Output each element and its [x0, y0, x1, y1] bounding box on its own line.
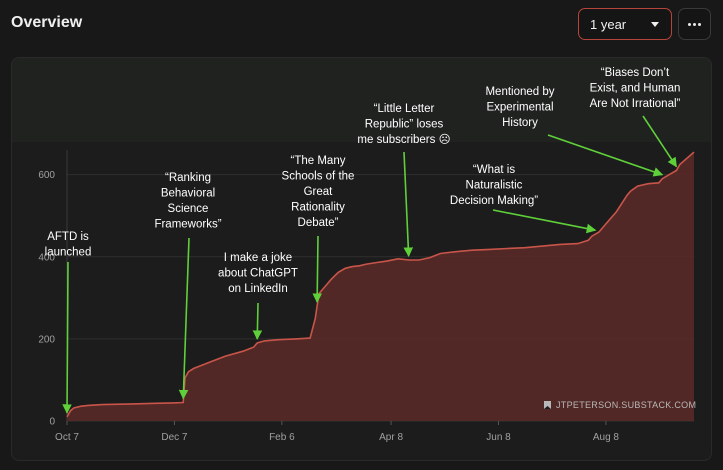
x-tick-label: Feb 6 [269, 432, 295, 443]
chart-card-header [12, 58, 711, 142]
annotation-arrow [252, 302, 263, 340]
annotation-arrow [403, 151, 414, 258]
annotation-arrow [312, 235, 323, 303]
annotation-arrow [178, 237, 190, 400]
more-dot [688, 22, 691, 26]
more-dot [693, 22, 696, 26]
subscriber-area [67, 152, 694, 421]
chevron-down-icon [651, 21, 659, 27]
x-tick-label: Jun 8 [486, 432, 511, 443]
annotation-arrow [547, 134, 664, 177]
page-title: Overview [11, 14, 83, 31]
annotation-chatgpt-joke: I make a joke about ChatGPT on LinkedIn [218, 252, 298, 295]
annotation-text: Mentioned by Experimental History [485, 86, 554, 129]
annotation-little-letter: “Little Letter Republic” loses me subscrib… [357, 103, 450, 146]
y-tick-label: 0 [49, 417, 55, 428]
annotation-text: “Ranking Behavioral Science Frameworks” [154, 172, 221, 231]
time-range-value: 1 year [590, 16, 627, 32]
annotation-text: “Biases Don’t Exist, and Human Are Not Irr… [590, 67, 681, 110]
more-options-button[interactable] [678, 8, 711, 40]
x-tick-label: Oct 7 [55, 432, 79, 443]
annotation-many-schools: “The Many Schools of the Great Rationality D… [282, 155, 355, 229]
watermark: JTPETERSON.SUBSTACK.COM [544, 400, 696, 410]
time-range-select[interactable]: 1 year [578, 8, 672, 40]
y-tick-label: 400 [38, 252, 55, 263]
bookmark-icon [544, 401, 551, 409]
x-tick-label: Aug 8 [593, 432, 620, 443]
annotation-text: “What is Naturalistic Decision Making” [450, 164, 538, 207]
y-tick-label: 600 [38, 170, 55, 181]
annotation-text: I make a joke about ChatGPT on LinkedIn [218, 252, 298, 295]
annotation-experimental-history: Mentioned by Experimental History [485, 86, 554, 129]
annotation-ranking-behavioral: “Ranking Behavioral Science Frameworks” [154, 172, 221, 231]
annotation-aftd-launched: AFTD is launched [45, 231, 92, 259]
annotation-arrow [642, 115, 678, 168]
x-tick-label: Apr 8 [379, 432, 403, 443]
annotation-naturalistic: “What is Naturalistic Decision Making” [450, 164, 538, 207]
annotation-arrow [62, 261, 72, 414]
annotation-text: “Little Letter Republic” loses me subscrib… [357, 103, 450, 146]
watermark-text: JTPETERSON.SUBSTACK.COM [556, 400, 696, 410]
annotation-text: AFTD is launched [45, 231, 92, 259]
more-dot [698, 22, 701, 26]
x-tick-label: Dec 7 [161, 432, 188, 443]
annotation-arrow [492, 209, 597, 234]
annotation-text: “The Many Schools of the Great Rationality D… [282, 155, 355, 229]
annotation-biases: “Biases Don’t Exist, and Human Are Not Irr… [590, 67, 681, 110]
y-tick-label: 200 [38, 334, 55, 345]
